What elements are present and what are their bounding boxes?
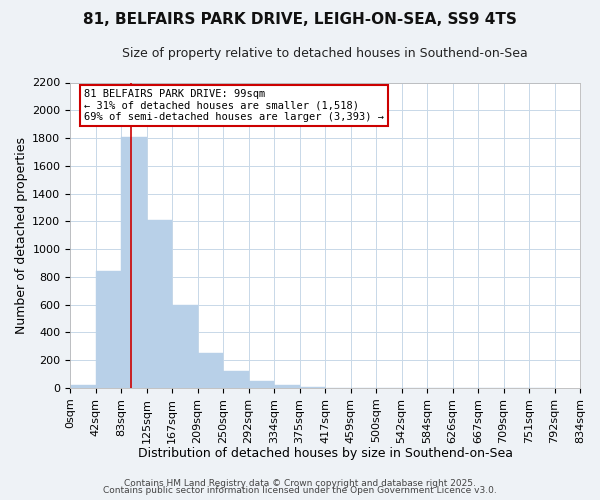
Y-axis label: Number of detached properties: Number of detached properties <box>15 136 28 334</box>
Bar <box>223 370 248 388</box>
X-axis label: Distribution of detached houses by size in Southend-on-Sea: Distribution of detached houses by size … <box>137 447 512 460</box>
Bar <box>274 384 299 388</box>
Text: 81, BELFAIRS PARK DRIVE, LEIGH-ON-SEA, SS9 4TS: 81, BELFAIRS PARK DRIVE, LEIGH-ON-SEA, S… <box>83 12 517 28</box>
Bar <box>172 304 197 388</box>
Bar <box>95 272 121 388</box>
Title: Size of property relative to detached houses in Southend-on-Sea: Size of property relative to detached ho… <box>122 48 528 60</box>
Bar <box>248 381 274 388</box>
Bar <box>70 385 95 388</box>
Text: Contains HM Land Registry data © Crown copyright and database right 2025.: Contains HM Land Registry data © Crown c… <box>124 478 476 488</box>
Text: 81 BELFAIRS PARK DRIVE: 99sqm
← 31% of detached houses are smaller (1,518)
69% o: 81 BELFAIRS PARK DRIVE: 99sqm ← 31% of d… <box>84 88 384 122</box>
Bar <box>146 220 172 388</box>
Bar <box>121 136 146 388</box>
Text: Contains public sector information licensed under the Open Government Licence v3: Contains public sector information licen… <box>103 486 497 495</box>
Bar <box>197 352 223 388</box>
